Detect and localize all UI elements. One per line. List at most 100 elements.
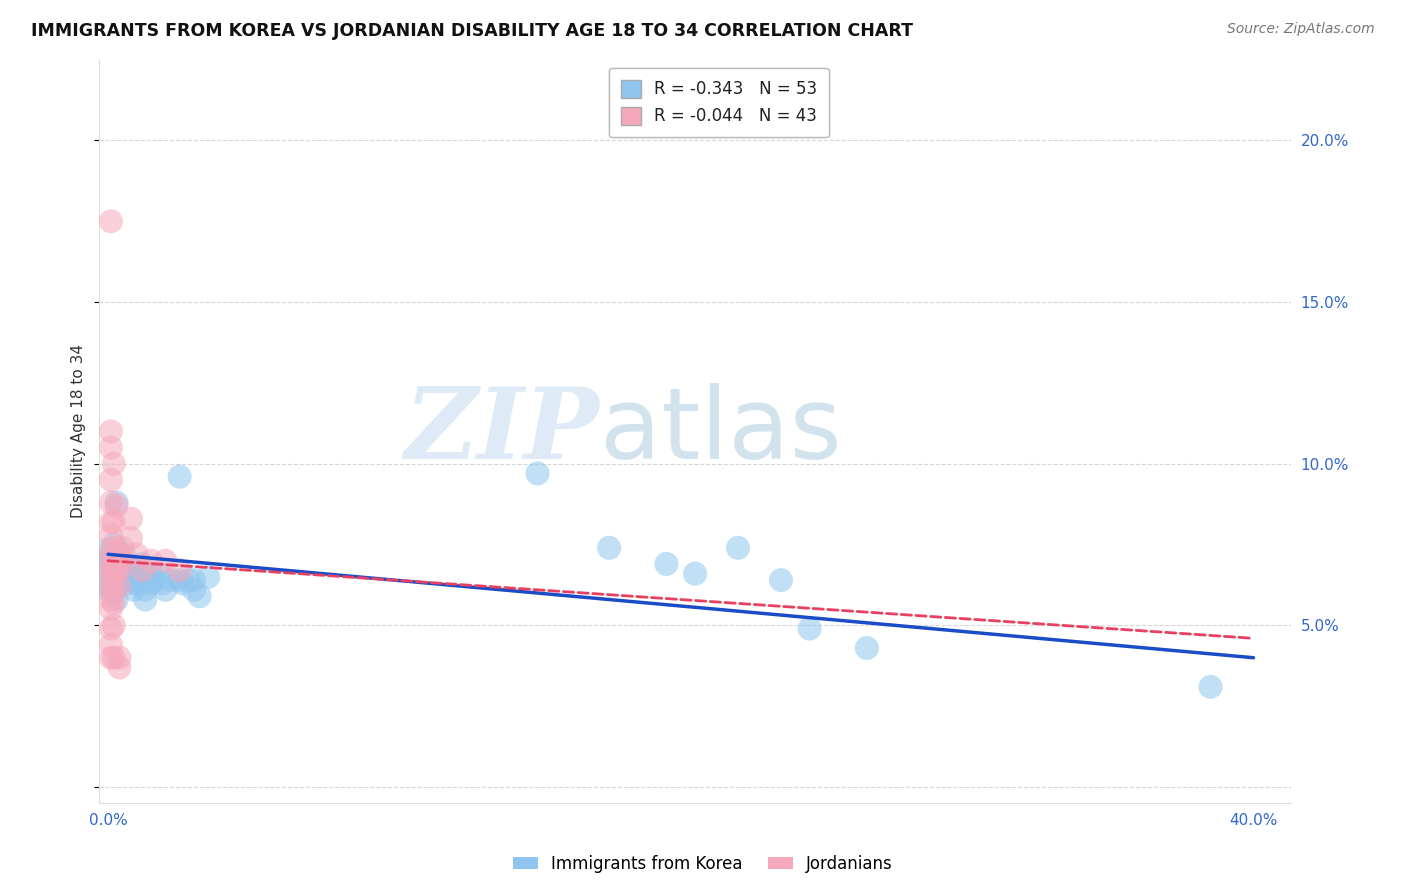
Legend: R = -0.343   N = 53, R = -0.044   N = 43: R = -0.343 N = 53, R = -0.044 N = 43: [609, 68, 828, 137]
Point: [114, 557, 136, 571]
Point: [169, 573, 191, 587]
Point: [769, 573, 792, 587]
Point: [108, 573, 131, 587]
Point: [117, 576, 139, 591]
Point: [131, 573, 153, 587]
Point: [100, 495, 122, 509]
Point: [100, 214, 122, 228]
Point: [111, 554, 134, 568]
Point: [108, 563, 131, 577]
Point: [125, 576, 148, 591]
Point: [103, 538, 125, 552]
Point: [683, 566, 706, 581]
Point: [120, 531, 142, 545]
Point: [188, 589, 211, 603]
Point: [120, 512, 142, 526]
Point: [100, 650, 122, 665]
Point: [100, 573, 122, 587]
Point: [111, 541, 134, 555]
Point: [100, 425, 122, 439]
Point: [103, 541, 125, 555]
Point: [108, 560, 131, 574]
Point: [1199, 680, 1222, 694]
Point: [526, 467, 548, 481]
Point: [105, 580, 128, 594]
Point: [105, 495, 128, 509]
Point: [103, 586, 125, 600]
Point: [856, 640, 879, 655]
Point: [120, 560, 142, 574]
Point: [169, 469, 191, 483]
Point: [142, 573, 165, 587]
Point: [108, 650, 131, 665]
Point: [105, 566, 128, 581]
Point: [131, 563, 153, 577]
Point: [131, 557, 153, 571]
Point: [598, 541, 620, 555]
Point: [134, 592, 156, 607]
Point: [103, 573, 125, 587]
Point: [105, 563, 128, 577]
Point: [101, 554, 124, 568]
Point: [105, 592, 128, 607]
Point: [103, 515, 125, 529]
Point: [100, 563, 122, 577]
Point: [111, 563, 134, 577]
Point: [100, 582, 122, 597]
Point: [100, 638, 122, 652]
Point: [105, 499, 128, 513]
Point: [100, 544, 122, 558]
Point: [155, 582, 177, 597]
Point: [108, 660, 131, 674]
Point: [103, 457, 125, 471]
Point: [155, 554, 177, 568]
Legend: Immigrants from Korea, Jordanians: Immigrants from Korea, Jordanians: [506, 848, 900, 880]
Point: [100, 586, 122, 600]
Point: [134, 582, 156, 597]
Point: [117, 566, 139, 581]
Point: [103, 566, 125, 581]
Point: [152, 576, 174, 591]
Point: [799, 622, 821, 636]
Text: ZIP: ZIP: [405, 384, 600, 480]
Point: [183, 582, 205, 597]
Point: [169, 563, 191, 577]
Point: [125, 566, 148, 581]
Point: [103, 557, 125, 571]
Point: [100, 592, 122, 607]
Point: [160, 573, 183, 587]
Point: [108, 547, 131, 561]
Point: [100, 473, 122, 487]
Point: [100, 441, 122, 455]
Point: [172, 576, 194, 591]
Point: [103, 596, 125, 610]
Point: [120, 573, 142, 587]
Point: [103, 618, 125, 632]
Point: [100, 515, 122, 529]
Point: [100, 602, 122, 616]
Point: [727, 541, 749, 555]
Point: [100, 560, 122, 574]
Point: [183, 573, 205, 587]
Point: [103, 560, 125, 574]
Point: [122, 582, 145, 597]
Text: Source: ZipAtlas.com: Source: ZipAtlas.com: [1227, 22, 1375, 37]
Point: [100, 547, 122, 561]
Point: [100, 528, 122, 542]
Point: [108, 580, 131, 594]
Text: atlas: atlas: [600, 383, 841, 480]
Point: [105, 554, 128, 568]
Y-axis label: Disability Age 18 to 34: Disability Age 18 to 34: [72, 344, 86, 518]
Point: [100, 622, 122, 636]
Point: [100, 573, 122, 587]
Point: [100, 560, 122, 574]
Point: [105, 554, 128, 568]
Point: [148, 566, 170, 581]
Point: [103, 650, 125, 665]
Point: [108, 547, 131, 561]
Point: [197, 570, 219, 584]
Point: [177, 573, 200, 587]
Point: [125, 547, 148, 561]
Point: [139, 566, 162, 581]
Point: [100, 554, 122, 568]
